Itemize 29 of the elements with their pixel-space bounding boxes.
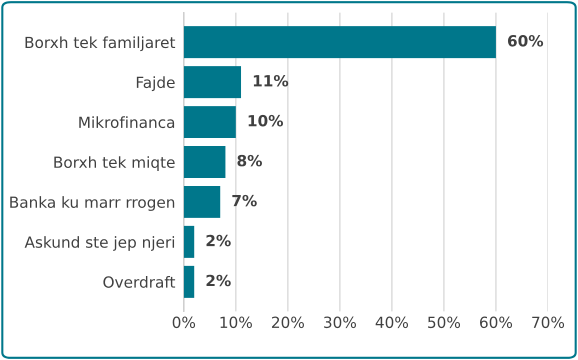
data-label: 60% <box>508 35 544 47</box>
bar <box>184 226 194 258</box>
data-label: 2% <box>206 274 231 286</box>
data-label: 10% <box>248 114 284 126</box>
bar <box>184 266 194 298</box>
bar <box>184 146 226 178</box>
bar <box>184 26 496 58</box>
y-tick-label: Overdraft <box>103 276 176 288</box>
data-label: 2% <box>206 234 231 246</box>
bar <box>184 66 242 98</box>
x-tick-label: 40% <box>376 316 408 328</box>
y-tick-label: Fajde <box>136 76 175 92</box>
x-tick-label: 10% <box>220 316 252 328</box>
data-label: 11% <box>254 74 288 87</box>
x-tick-label: 70% <box>532 316 564 328</box>
x-tick-label: 50% <box>428 316 460 328</box>
y-tick-label: Borxh tek miqte <box>54 156 175 171</box>
x-tick-label: 30% <box>324 316 356 328</box>
bar <box>184 106 236 138</box>
x-tick-label: 0% <box>172 316 196 328</box>
x-tick-label: 20% <box>272 316 304 328</box>
bar <box>184 186 220 218</box>
y-tick-label: Askund ste jep njeri <box>24 236 174 251</box>
x-tick-label: 60% <box>480 316 512 328</box>
y-tick-label: Mikrofinanca <box>79 116 174 128</box>
y-tick-label: Banka ku marr rrogen <box>10 196 174 211</box>
data-label: 7% <box>232 194 257 206</box>
y-tick-label: Borxh tek familjaret <box>26 36 176 52</box>
data-label: 8% <box>237 154 262 166</box>
